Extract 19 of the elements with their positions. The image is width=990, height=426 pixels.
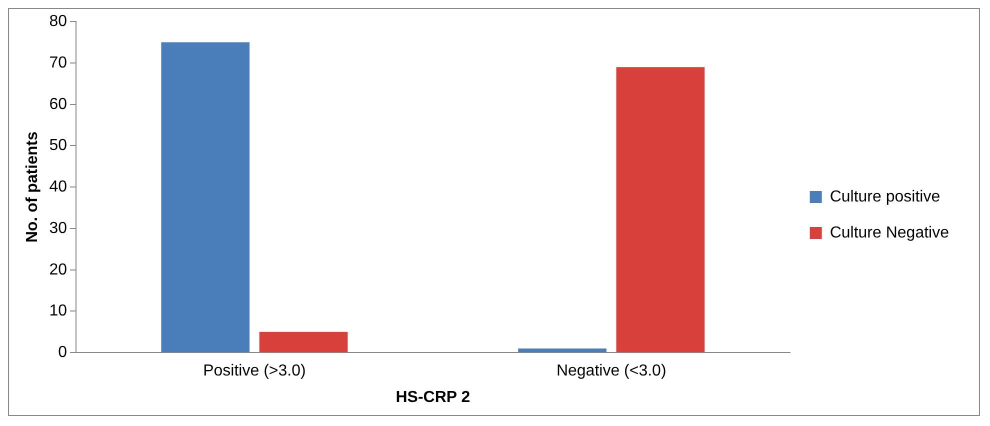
y-tick-label: 40: [49, 178, 68, 196]
bar: [259, 332, 348, 352]
x-axis-title: HS-CRP 2: [396, 388, 470, 406]
y-tick-label: 50: [49, 137, 68, 154]
y-tick-label: 20: [49, 261, 68, 278]
y-tick-label: 60: [49, 96, 68, 113]
y-tick-label: 0: [58, 344, 68, 362]
y-tick-label: 70: [49, 54, 68, 72]
bar: [616, 67, 705, 352]
legend-label: Culture Negative: [830, 224, 950, 242]
x-tick-label: Positive (>3.0): [203, 362, 306, 380]
legend-label: Culture positive: [830, 188, 940, 206]
y-tick-label: 30: [49, 220, 68, 237]
y-tick-label: 80: [49, 13, 68, 30]
bar: [161, 42, 250, 352]
y-axis-title: No. of patients: [24, 131, 42, 243]
y-tick-label: 10: [49, 302, 68, 320]
x-tick-label: Negative (<3.0): [556, 362, 666, 380]
bar: [518, 348, 606, 352]
